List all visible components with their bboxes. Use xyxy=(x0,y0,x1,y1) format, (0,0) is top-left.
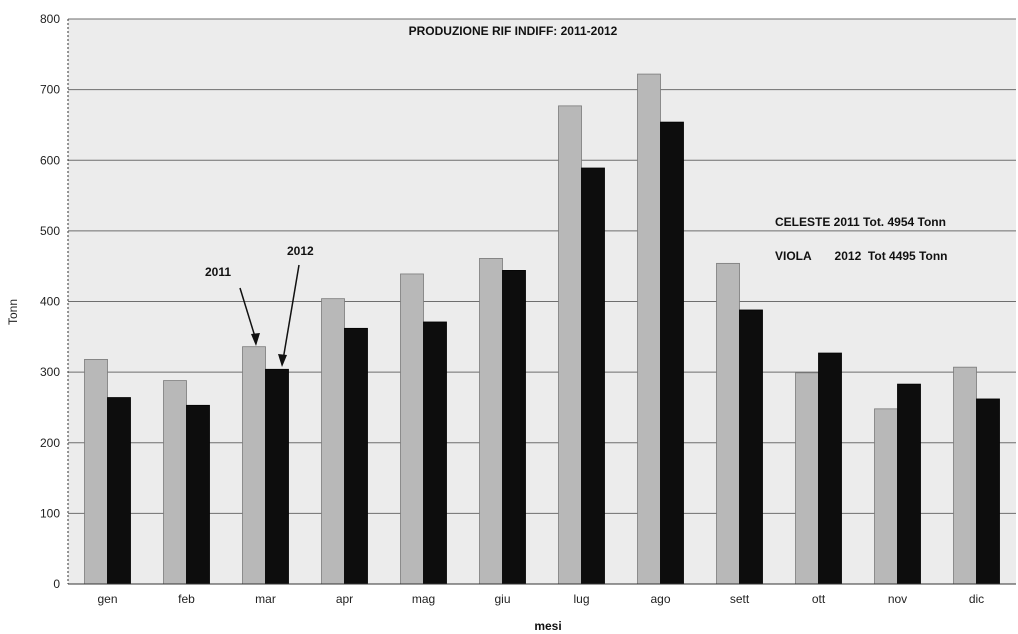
legend-note-2012: VIOLA 2012 Tot 4495 Tonn xyxy=(775,249,947,263)
legend-note-2011: CELESTE 2011 Tot. 4954 Tonn xyxy=(775,215,946,229)
bar-2012-dic xyxy=(976,398,1000,585)
bar-2011-lug xyxy=(558,105,582,585)
y-tick-label: 200 xyxy=(40,436,60,450)
x-tick-label: apr xyxy=(336,592,353,606)
annotation-2012-arrowhead xyxy=(278,354,287,367)
bar-2011-sett xyxy=(716,262,740,585)
bar-2011-ago xyxy=(637,73,661,585)
bar-2012-feb xyxy=(186,404,210,585)
bar-2011-nov xyxy=(874,408,898,585)
x-tick-label: sett xyxy=(730,592,750,606)
bar-2012-gen xyxy=(107,397,131,585)
x-tick-label: mar xyxy=(255,592,276,606)
annotation-2011-label: 2011 xyxy=(205,265,231,279)
x-tick-label: giu xyxy=(494,592,510,606)
y-tick-label: 0 xyxy=(53,577,60,591)
y-tick-label: 300 xyxy=(40,365,60,379)
bar-2011-mag xyxy=(400,273,424,585)
bar-2011-giu xyxy=(479,258,503,585)
bar-2011-feb xyxy=(163,380,187,585)
y-tick-label: 500 xyxy=(40,224,60,238)
bars xyxy=(84,73,1000,585)
y-tick-label: 400 xyxy=(40,295,60,309)
bar-2012-mag xyxy=(423,321,447,585)
gridlines xyxy=(68,18,1016,514)
y-tick-label: 700 xyxy=(40,83,60,97)
x-tick-label: mag xyxy=(412,592,435,606)
annotation-2012-label: 2012 xyxy=(287,244,314,258)
y-tick-label: 100 xyxy=(40,506,60,520)
bar-2011-gen xyxy=(84,359,108,585)
x-tick-label: nov xyxy=(888,592,907,606)
y-axis-label: Tonn xyxy=(6,299,20,325)
bar-2012-sett xyxy=(739,309,763,585)
bar-2012-apr xyxy=(344,327,368,585)
bar-2012-ott xyxy=(818,352,842,585)
bar-2012-nov xyxy=(897,383,921,585)
annotation-2011-arrowhead xyxy=(251,333,260,346)
x-tick-label: feb xyxy=(178,592,195,606)
bar-2012-giu xyxy=(502,270,526,585)
x-tick-label: lug xyxy=(573,592,589,606)
y-tick-label: 800 xyxy=(40,12,60,26)
y-tick-labels: 0 100 200 300 400 500 600 700 800 xyxy=(40,12,60,591)
annotation-2012-arrow xyxy=(282,264,300,361)
bar-2011-mar xyxy=(242,346,266,585)
bar-2011-dic xyxy=(953,366,977,585)
bar-2011-apr xyxy=(321,298,345,585)
x-tick-labels: gen feb mar apr mag giu lug ago sett ott nov dic xyxy=(97,592,984,606)
x-tick-label: ott xyxy=(812,592,826,606)
y-tick-label: 600 xyxy=(40,153,60,167)
bar-2012-mar xyxy=(265,368,289,585)
annotation-2011-arrow xyxy=(239,287,257,341)
bar-2012-lug xyxy=(581,167,605,585)
x-tick-label: gen xyxy=(97,592,117,606)
x-axis-label: mesi xyxy=(534,619,561,633)
x-tick-label: ago xyxy=(650,592,670,606)
bar-2012-ago xyxy=(660,121,684,585)
chart-title: PRODUZIONE RIF INDIFF: 2011-2012 xyxy=(409,24,618,38)
bar-2011-ott xyxy=(795,372,819,585)
x-tick-label: dic xyxy=(969,592,984,606)
